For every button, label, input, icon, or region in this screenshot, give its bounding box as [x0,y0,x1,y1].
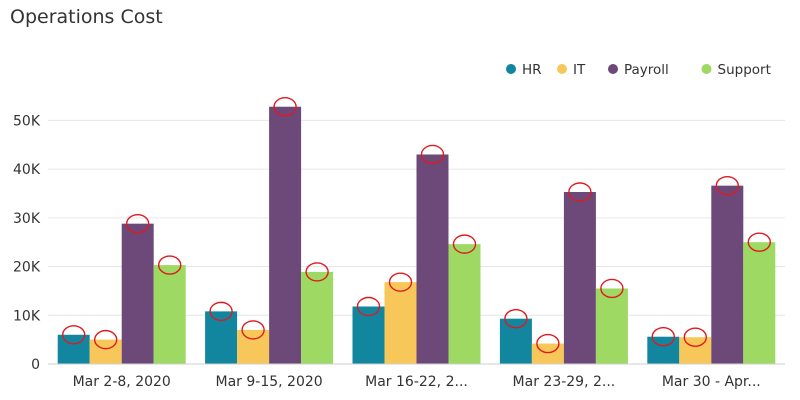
legend-marker-it [557,64,567,74]
legend-marker-support [701,64,712,74]
legend-label-hr: HR [522,62,542,78]
bar-support-4 [595,288,628,364]
bar-hr-1 [57,334,90,364]
legend-label-support: Support [718,62,771,78]
annotation-circle [420,144,445,165]
annotation-circle [536,333,560,354]
y-tick-label: 50K [13,113,41,129]
annotation-circle [125,213,150,234]
x-tick-label: Mar 30 - Apr... [662,374,761,390]
annotation-circle [452,234,477,254]
annotation-circle [305,262,329,282]
y-tick-label: 20K [13,260,41,276]
annotation-circle [356,296,381,317]
annotation-circle [93,329,118,350]
y-tick-label: 30K [13,211,41,227]
annotation-circle [600,278,624,299]
annotation-circle [683,327,707,347]
annotation-circle [651,327,675,347]
legend-label-it: IT [573,62,586,78]
bar-support-2 [301,271,334,364]
bar-payroll-2 [269,106,302,364]
y-tick-label: 10K [13,308,41,324]
legend-label-payroll: Payroll [624,62,669,78]
annotation-circle [241,320,265,340]
bar-it-5 [679,337,712,364]
annotation-circle [388,272,413,292]
annotation-circle [157,255,182,275]
annotation-circle [504,308,528,329]
annotation-circle [61,325,86,345]
annotation-circle [715,175,739,196]
y-tick-label: 0 [31,357,40,373]
annotation-circle [568,182,592,202]
bar-it-1 [89,339,122,364]
x-tick-label: Mar 16-22, 2... [365,374,468,390]
bar-it-2 [237,329,270,364]
bar-support-1 [153,265,186,364]
annotation-circle [273,97,297,117]
x-tick-label: Mar 2-8, 2020 [73,374,171,390]
bar-it-3 [384,282,417,364]
bar-support-5 [743,242,776,364]
legend-marker-payroll [608,64,618,74]
bar-payroll-5 [711,185,744,364]
chart-title: Operations Cost [10,6,163,28]
annotation-circle [209,301,233,322]
bar-payroll-1 [121,223,154,364]
bar-payroll-4 [563,191,596,364]
bar-hr-4 [499,318,532,364]
bar-hr-5 [647,336,680,364]
x-tick-label: Mar 9-15, 2020 [216,374,323,390]
bar-it-4 [531,343,564,364]
bar-support-3 [448,244,481,364]
bar-hr-2 [205,311,238,364]
x-tick-label: Mar 23-29, 2... [513,374,616,390]
y-tick-label: 40K [13,162,41,178]
legend-marker-hr [506,64,516,74]
annotation-circle [747,232,771,252]
bar-payroll-3 [416,154,449,364]
